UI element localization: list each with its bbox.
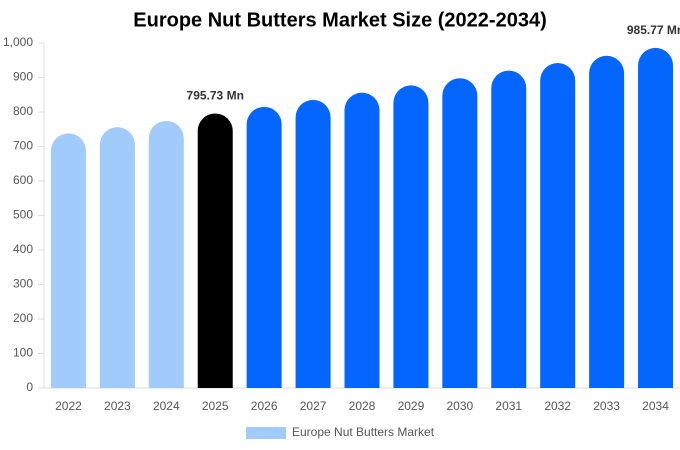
bar <box>393 85 429 388</box>
bar <box>344 92 380 389</box>
x-tick-label: 2033 <box>593 399 620 413</box>
x-tick-label: 2030 <box>446 399 473 413</box>
x-tick-label: 2028 <box>349 399 376 413</box>
bar <box>99 127 135 389</box>
bar <box>442 78 478 388</box>
x-tick-label: 2027 <box>300 399 327 413</box>
legend-swatch <box>246 427 286 439</box>
x-tick-label: 2032 <box>544 399 571 413</box>
y-tick-label: 500 <box>13 208 33 222</box>
bar <box>50 133 86 388</box>
data-label: 795.73 Mn <box>187 89 244 103</box>
y-tick-label: 0 <box>26 380 33 394</box>
y-tick-label: 200 <box>13 311 33 325</box>
x-tick-label: 2022 <box>55 399 82 413</box>
x-tick-label: 2023 <box>104 399 131 413</box>
x-tick-label: 2031 <box>495 399 522 413</box>
x-tick-label: 2024 <box>153 399 180 413</box>
y-tick-label: 1,000 <box>3 35 33 49</box>
bar <box>148 120 184 388</box>
x-tick-label: 2029 <box>398 399 425 413</box>
bar <box>638 47 674 388</box>
bar <box>540 63 576 388</box>
chart-title: Europe Nut Butters Market Size (2022-203… <box>133 9 546 31</box>
bar <box>246 106 282 388</box>
legend-label: Europe Nut Butters Market <box>292 425 435 439</box>
y-tick-label: 100 <box>13 346 33 360</box>
bar <box>491 70 527 388</box>
y-tick-label: 600 <box>13 173 33 187</box>
x-tick-label: 2025 <box>202 399 229 413</box>
x-tick-label: 2026 <box>251 399 278 413</box>
x-tick-label: 2034 <box>642 399 669 413</box>
bar <box>295 99 331 389</box>
y-tick-label: 700 <box>13 139 33 153</box>
y-tick-label: 400 <box>13 242 33 256</box>
y-tick-label: 800 <box>13 104 33 118</box>
y-tick-label: 900 <box>13 70 33 84</box>
data-label: 985.77 Mn <box>627 23 680 37</box>
bar <box>197 113 233 388</box>
bar <box>589 55 625 388</box>
y-tick-label: 300 <box>13 277 33 291</box>
